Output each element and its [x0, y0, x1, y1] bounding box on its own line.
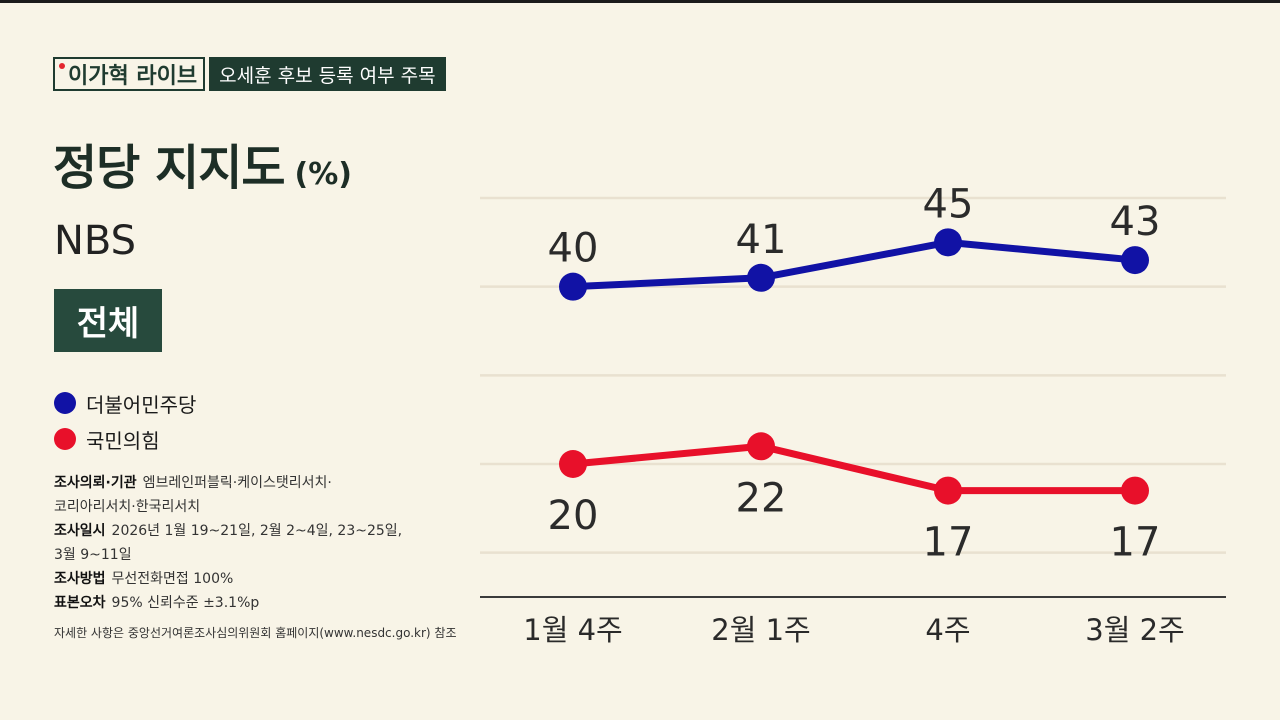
note-value: 무선전화면접 100%: [111, 571, 234, 587]
chart-title-text: 정당 지지도: [53, 140, 286, 196]
data-point: [747, 263, 775, 292]
note-value: 엠브레인퍼블릭·케이스탯리서치·: [142, 475, 332, 491]
x-tick-label: 1월 4주: [523, 613, 622, 647]
note-row: 조사의뢰·기관 엠브레인퍼블릭·케이스탯리서치·: [54, 471, 454, 495]
data-label: 17: [923, 520, 974, 566]
note-key: 조사의뢰·기관: [54, 475, 137, 491]
data-point: [559, 272, 587, 301]
note-row: 조사일시 2026년 1월 19~21일, 2월 2~4일, 23~25일,: [54, 519, 454, 543]
series-line-democratic: [569, 238, 1139, 291]
legend-dot-icon: [54, 392, 76, 414]
data-label: 40: [548, 226, 599, 272]
note-row: 코리아리서치·한국리서치: [54, 499, 201, 515]
legend: 더불어민주당 국민의힘: [54, 385, 196, 457]
note-value: 95% 신뢰수준 ±3.1%p: [111, 595, 260, 611]
data-point: [934, 476, 962, 505]
data-point: [934, 228, 962, 257]
legend-dot-icon: [54, 428, 76, 450]
data-label: 17: [1110, 520, 1161, 566]
data-point: [559, 450, 587, 478]
top-border: [0, 0, 1280, 3]
data-point: [1121, 246, 1149, 275]
data-label: 45: [923, 181, 974, 227]
logo-dot-icon: [59, 63, 65, 69]
data-label: 41: [736, 217, 787, 263]
chart-title: 정당 지지도 (%): [53, 128, 352, 198]
legend-item-democratic: 더불어민주당: [54, 385, 196, 421]
note-footnote: 자세한 사항은 중앙선거여론조사심의위원회 홈페이지(www.nesdc.go.…: [54, 626, 457, 640]
note-key: 조사일시: [54, 523, 106, 539]
data-point: [1121, 476, 1149, 505]
segment-badge: 전체: [54, 289, 162, 352]
x-tick-label: 4주: [925, 613, 970, 647]
data-label: 43: [1110, 199, 1161, 245]
chart-unit: (%): [294, 157, 352, 192]
program-subtitle: 오세훈 후보 등록 여부 주목: [209, 57, 446, 91]
x-tick-label: 2월 1주: [711, 613, 810, 647]
series-line-ppp: [569, 442, 1139, 495]
note-row: 조사방법 무선전화면접 100%: [54, 567, 454, 591]
data-point: [747, 432, 775, 461]
logo-text: 이가혁 라이브: [68, 64, 198, 89]
data-label: 22: [736, 475, 787, 521]
legend-label: 더불어민주당: [86, 392, 197, 417]
note-key: 조사방법: [54, 571, 106, 587]
note-key: 표본오차: [54, 595, 106, 611]
legend-label: 국민의힘: [86, 428, 160, 453]
x-tick-label: 3월 2주: [1085, 613, 1184, 647]
survey-notes: 조사의뢰·기관 엠브레인퍼블릭·케이스탯리서치· 코리아리서치·한국리서치 조사일…: [54, 471, 457, 645]
note-row: 표본오차 95% 신뢰수준 ±3.1%p: [54, 591, 454, 615]
logo-box: 이가혁 라이브: [53, 57, 206, 91]
program-logo: 이가혁 라이브 오세훈 후보 등록 여부 주목: [53, 57, 446, 91]
poll-source: NBS: [54, 218, 137, 264]
note-row: 3월 9~11일: [54, 547, 132, 563]
data-label: 20: [548, 493, 599, 539]
legend-item-ppp: 국민의힘: [54, 421, 196, 457]
note-value: 2026년 1월 19~21일, 2월 2~4일, 23~25일,: [111, 523, 403, 539]
